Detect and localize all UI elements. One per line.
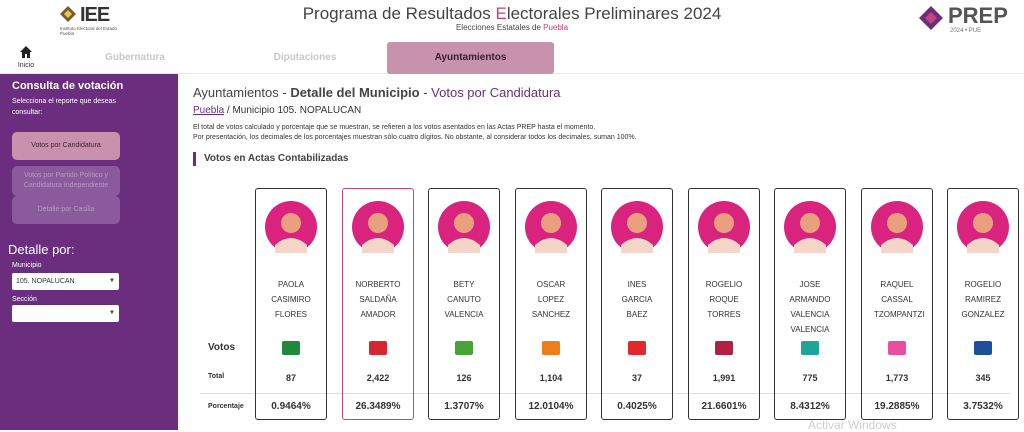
avatar-icon: [525, 201, 577, 253]
candidate-total: 126: [456, 373, 472, 383]
municipio-select[interactable]: 105. NOPALUCAN ▼: [12, 273, 119, 290]
candidate-name: OSCAR LOPEZ SANCHEZ: [531, 280, 571, 319]
pri-prd-pt-icon: [282, 341, 300, 355]
prep-year: 2024 • PUE: [950, 28, 982, 34]
sidebar-title: Consulta de votación: [12, 80, 124, 92]
candidate-name: ROGELIO RAMIREZ GONZALEZ: [961, 280, 1005, 319]
sidebar-description: Selecciona el reporte que deseas consult…: [12, 98, 116, 116]
nueva-alianza-icon: [801, 341, 819, 355]
pan-prd-icon: [974, 341, 992, 355]
header: IEE Instituto Electoral del Estado Puebl…: [0, 0, 1024, 42]
avatar-icon: [698, 201, 750, 253]
page-subtitle: Elecciones Estatales de Puebla: [455, 23, 569, 32]
page-title: Programa de Resultados Electorales Preli…: [302, 4, 722, 23]
municipio-label: Municipio: [12, 262, 42, 269]
prep-diamond-icon: [919, 6, 943, 30]
verde-icon: [455, 341, 473, 355]
candidate-card[interactable]: PAOLA CASIMIRO FLORES 87 0.9464%: [255, 188, 327, 420]
candidate-name: PAOLA CASIMIRO FLORES: [271, 280, 311, 319]
candidate-percentage: 3.7532%: [963, 401, 1003, 412]
tab-diputaciones[interactable]: Diputaciones: [273, 52, 337, 63]
candidate-card[interactable]: BETY CANUTO VALENCIA 126 1.3707%: [428, 188, 500, 420]
row-label-votos: Votos: [208, 342, 236, 353]
seccion-select[interactable]: ▼: [12, 305, 119, 322]
candidate-name: BETY CANUTO VALENCIA: [444, 280, 484, 319]
candidate-name: RAQUEL CASSAL TZOMPANTZI: [874, 280, 925, 319]
home-label: Inicio: [17, 62, 35, 69]
main-heading: Ayuntamientos - Detalle del Municipio - …: [193, 85, 561, 100]
iee-logo-subtext: Instituto Electoral del Estado Puebla: [60, 26, 118, 36]
iee-logo-text: IEE: [80, 4, 110, 26]
candidate-total: 1,773: [885, 373, 909, 383]
votos-candidatura-button[interactable]: Votos por Candidatura: [12, 132, 120, 160]
iee-logo-icon: [60, 6, 76, 22]
candidate-percentage: 8.4312%: [790, 401, 830, 412]
candidate-total: 1,991: [712, 373, 736, 383]
iee-logo[interactable]: IEE Instituto Electoral del Estado Puebl…: [60, 4, 130, 36]
windows-watermark: Activar Windows: [808, 418, 897, 432]
home-icon: [20, 46, 32, 58]
divider: [200, 393, 1010, 394]
chevron-down-icon: ▼: [109, 310, 115, 316]
chevron-down-icon: ▼: [109, 278, 115, 284]
tab-gubernatura[interactable]: Gubernatura: [104, 52, 165, 63]
candidate-name: NORBERTO SALDAÑA AMADOR: [355, 280, 401, 319]
candidate-total: 775: [802, 373, 818, 383]
fuerza-icon: [888, 341, 906, 355]
candidate-percentage: 19.2885%: [874, 401, 920, 412]
candidate-total: 2,422: [366, 373, 390, 383]
candidate-card[interactable]: RAQUEL CASSAL TZOMPANTZI 1,773 19.2885%: [861, 188, 933, 420]
candidate-percentage: 12.0104%: [528, 401, 574, 412]
breadcrumb-puebla-link[interactable]: Puebla: [193, 105, 225, 116]
row-label-total: Total: [208, 373, 225, 380]
prep-logo[interactable]: PREP 2024 • PUE: [916, 3, 1016, 39]
candidate-card[interactable]: NORBERTO SALDAÑA AMADOR 2,422 26.3489%: [342, 188, 414, 420]
home-button[interactable]: Inicio: [10, 44, 42, 72]
breadcrumb-current: / Municipio 105. NOPALUCAN: [224, 105, 362, 116]
votos-partido-button[interactable]: Votos por Partido Político y Candidatura…: [12, 166, 120, 196]
avatar-icon: [352, 201, 404, 253]
avatar-icon: [438, 201, 490, 253]
candidate-card[interactable]: OSCAR LOPEZ SANCHEZ 1,104 12.0104%: [515, 188, 587, 420]
detalle-title: Detalle por:: [8, 242, 75, 257]
avatar-icon: [265, 201, 317, 253]
candidate-percentage: 0.9464%: [271, 401, 311, 412]
tab-ayuntamientos[interactable]: Ayuntamientos: [387, 42, 554, 74]
candidate-name: INES GARCIA BAEZ: [621, 280, 653, 319]
avatar-icon: [611, 201, 663, 253]
breadcrumb: Puebla / Municipio 105. NOPALUCAN: [193, 105, 361, 116]
info-note: El total de votos calculado y porcentaje…: [193, 124, 637, 141]
mc-icon: [542, 341, 560, 355]
candidate-card[interactable]: ROGELIO ROQUE TORRES 1,991 21.6601%: [688, 188, 760, 420]
prep-logo-text: PREP: [948, 3, 1008, 28]
sidebar: Consulta de votación Selecciona el repor…: [0, 74, 178, 430]
candidate-total: 1,104: [539, 373, 563, 383]
municipio-value: 105. NOPALUCAN: [16, 278, 75, 285]
avatar-icon: [957, 201, 1009, 253]
candidate-percentage: 1.3707%: [444, 401, 484, 412]
candidate-card[interactable]: JOSE ARMANDO VALENCIA VALENCIA 775 8.4312%: [774, 188, 846, 420]
candidate-name: JOSE ARMANDO VALENCIA VALENCIA: [789, 280, 831, 334]
candidate-percentage: 26.3489%: [355, 401, 401, 412]
candidate-card[interactable]: INES GARCIA BAEZ 37 0.4025%: [601, 188, 673, 420]
avatar-icon: [784, 201, 836, 253]
pt-icon: [369, 341, 387, 355]
candidate-percentage: 0.4025%: [617, 401, 657, 412]
section-title: Votos en Actas Contabilizadas: [193, 152, 348, 166]
psi-icon: [628, 341, 646, 355]
seccion-label: Sección: [12, 296, 37, 303]
candidate-card[interactable]: ROGELIO RAMIREZ GONZALEZ 345 3.7532%: [947, 188, 1019, 420]
row-label-porcentaje: Porcentaje: [208, 403, 244, 410]
candidate-total: 37: [631, 373, 642, 383]
candidate-percentage: 21.6601%: [701, 401, 747, 412]
avatar-icon: [871, 201, 923, 253]
candidate-total: 87: [285, 373, 296, 383]
morena-icon: [715, 341, 733, 355]
candidate-name: ROGELIO ROQUE TORRES: [705, 280, 743, 319]
detalle-casilla-button[interactable]: Detalle por Casilla: [12, 196, 120, 224]
navbar: Inicio Gubernatura Diputaciones Ayuntami…: [0, 42, 1024, 74]
candidate-total: 345: [975, 373, 991, 383]
